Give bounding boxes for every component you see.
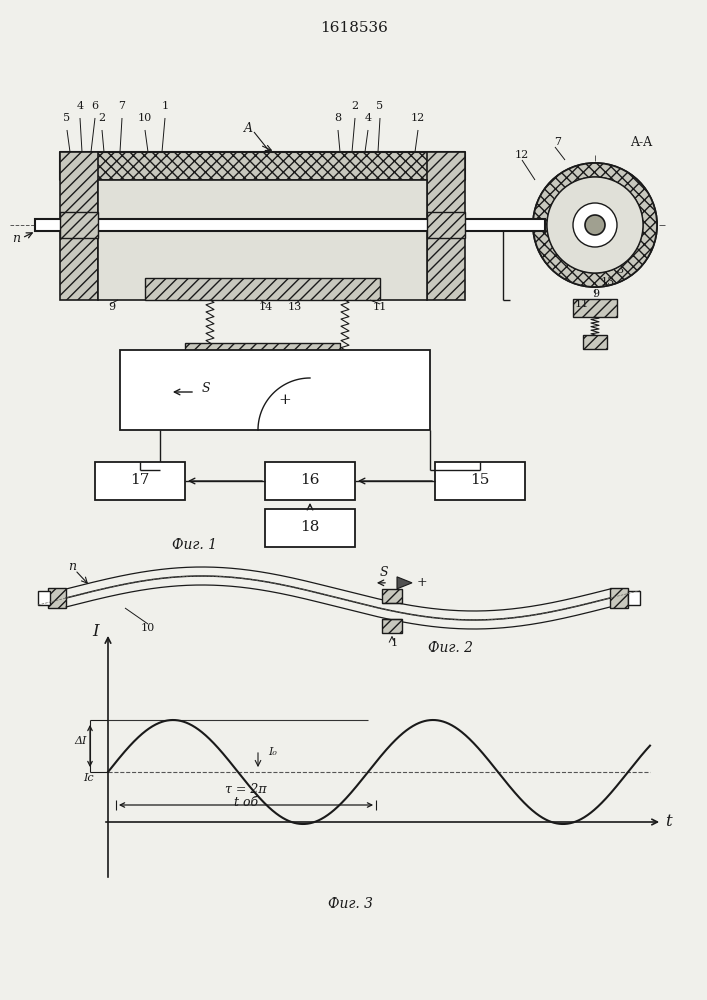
Text: ΔI: ΔI: [75, 736, 87, 746]
Text: A: A: [243, 121, 252, 134]
Text: S: S: [202, 381, 211, 394]
Bar: [265, 462, 355, 500]
Bar: [60, 152, 98, 300]
Text: 4: 4: [76, 101, 83, 111]
Bar: [60, 152, 465, 180]
Text: 13: 13: [601, 277, 615, 287]
Text: Фиг. 2: Фиг. 2: [428, 641, 472, 655]
Text: 1: 1: [161, 101, 168, 111]
Text: 9: 9: [592, 289, 600, 299]
Bar: [628, 591, 640, 605]
Text: 3: 3: [617, 265, 624, 275]
Text: 16: 16: [300, 473, 320, 487]
Text: n: n: [12, 232, 20, 244]
Text: 5: 5: [64, 113, 71, 123]
Text: +: +: [417, 576, 428, 589]
Text: τ = 2π: τ = 2π: [226, 782, 267, 796]
Circle shape: [547, 177, 643, 273]
Polygon shape: [475, 219, 510, 231]
Bar: [230, 355, 295, 372]
Text: 1: 1: [390, 638, 397, 648]
Bar: [38, 591, 50, 605]
Bar: [583, 335, 607, 349]
Circle shape: [547, 177, 643, 273]
Text: I₀: I₀: [268, 747, 277, 757]
Text: 6: 6: [91, 101, 98, 111]
Text: 18: 18: [300, 520, 320, 534]
Text: 7: 7: [119, 101, 126, 111]
Bar: [427, 152, 465, 300]
Bar: [185, 343, 340, 355]
Text: t oб: t oб: [234, 796, 258, 808]
Text: 15: 15: [470, 473, 490, 487]
Text: +: +: [279, 393, 291, 407]
Circle shape: [533, 163, 657, 287]
Bar: [120, 350, 430, 430]
Circle shape: [573, 203, 617, 247]
Text: I: I: [93, 622, 99, 640]
Text: 10: 10: [141, 623, 155, 633]
Bar: [98, 180, 427, 300]
Bar: [48, 588, 66, 608]
Text: 14: 14: [259, 302, 273, 312]
Bar: [265, 509, 355, 547]
Text: 7: 7: [554, 137, 561, 147]
Bar: [145, 278, 380, 300]
Text: A-A: A-A: [630, 136, 652, 149]
Bar: [60, 212, 98, 238]
Text: n: n: [68, 560, 76, 572]
Text: 2: 2: [98, 113, 105, 123]
Text: 1618536: 1618536: [320, 21, 388, 35]
Text: 2: 2: [351, 101, 358, 111]
Circle shape: [585, 215, 605, 235]
Text: 11: 11: [373, 302, 387, 312]
Text: 10: 10: [138, 113, 152, 123]
Text: 9: 9: [108, 302, 115, 312]
Text: Iс: Iс: [83, 773, 94, 783]
Text: 5: 5: [376, 101, 384, 111]
Text: Фиг. 3: Фиг. 3: [327, 897, 373, 911]
Text: 8: 8: [334, 113, 341, 123]
Bar: [610, 588, 628, 608]
Text: Фиг. 1: Фиг. 1: [173, 538, 218, 552]
Polygon shape: [397, 577, 412, 589]
Bar: [95, 462, 185, 500]
Bar: [427, 212, 465, 238]
Text: 4: 4: [364, 113, 372, 123]
Text: S: S: [380, 566, 388, 579]
Circle shape: [533, 163, 657, 287]
Text: t: t: [665, 814, 672, 830]
Text: 17: 17: [130, 473, 150, 487]
Bar: [573, 299, 617, 317]
Bar: [382, 589, 402, 603]
Text: n: n: [597, 204, 603, 213]
Text: 12: 12: [411, 113, 425, 123]
Text: 11: 11: [575, 299, 589, 309]
Text: 13: 13: [288, 302, 302, 312]
Text: 12: 12: [515, 150, 529, 160]
Bar: [35, 219, 545, 231]
Bar: [435, 462, 525, 500]
Bar: [382, 619, 402, 633]
